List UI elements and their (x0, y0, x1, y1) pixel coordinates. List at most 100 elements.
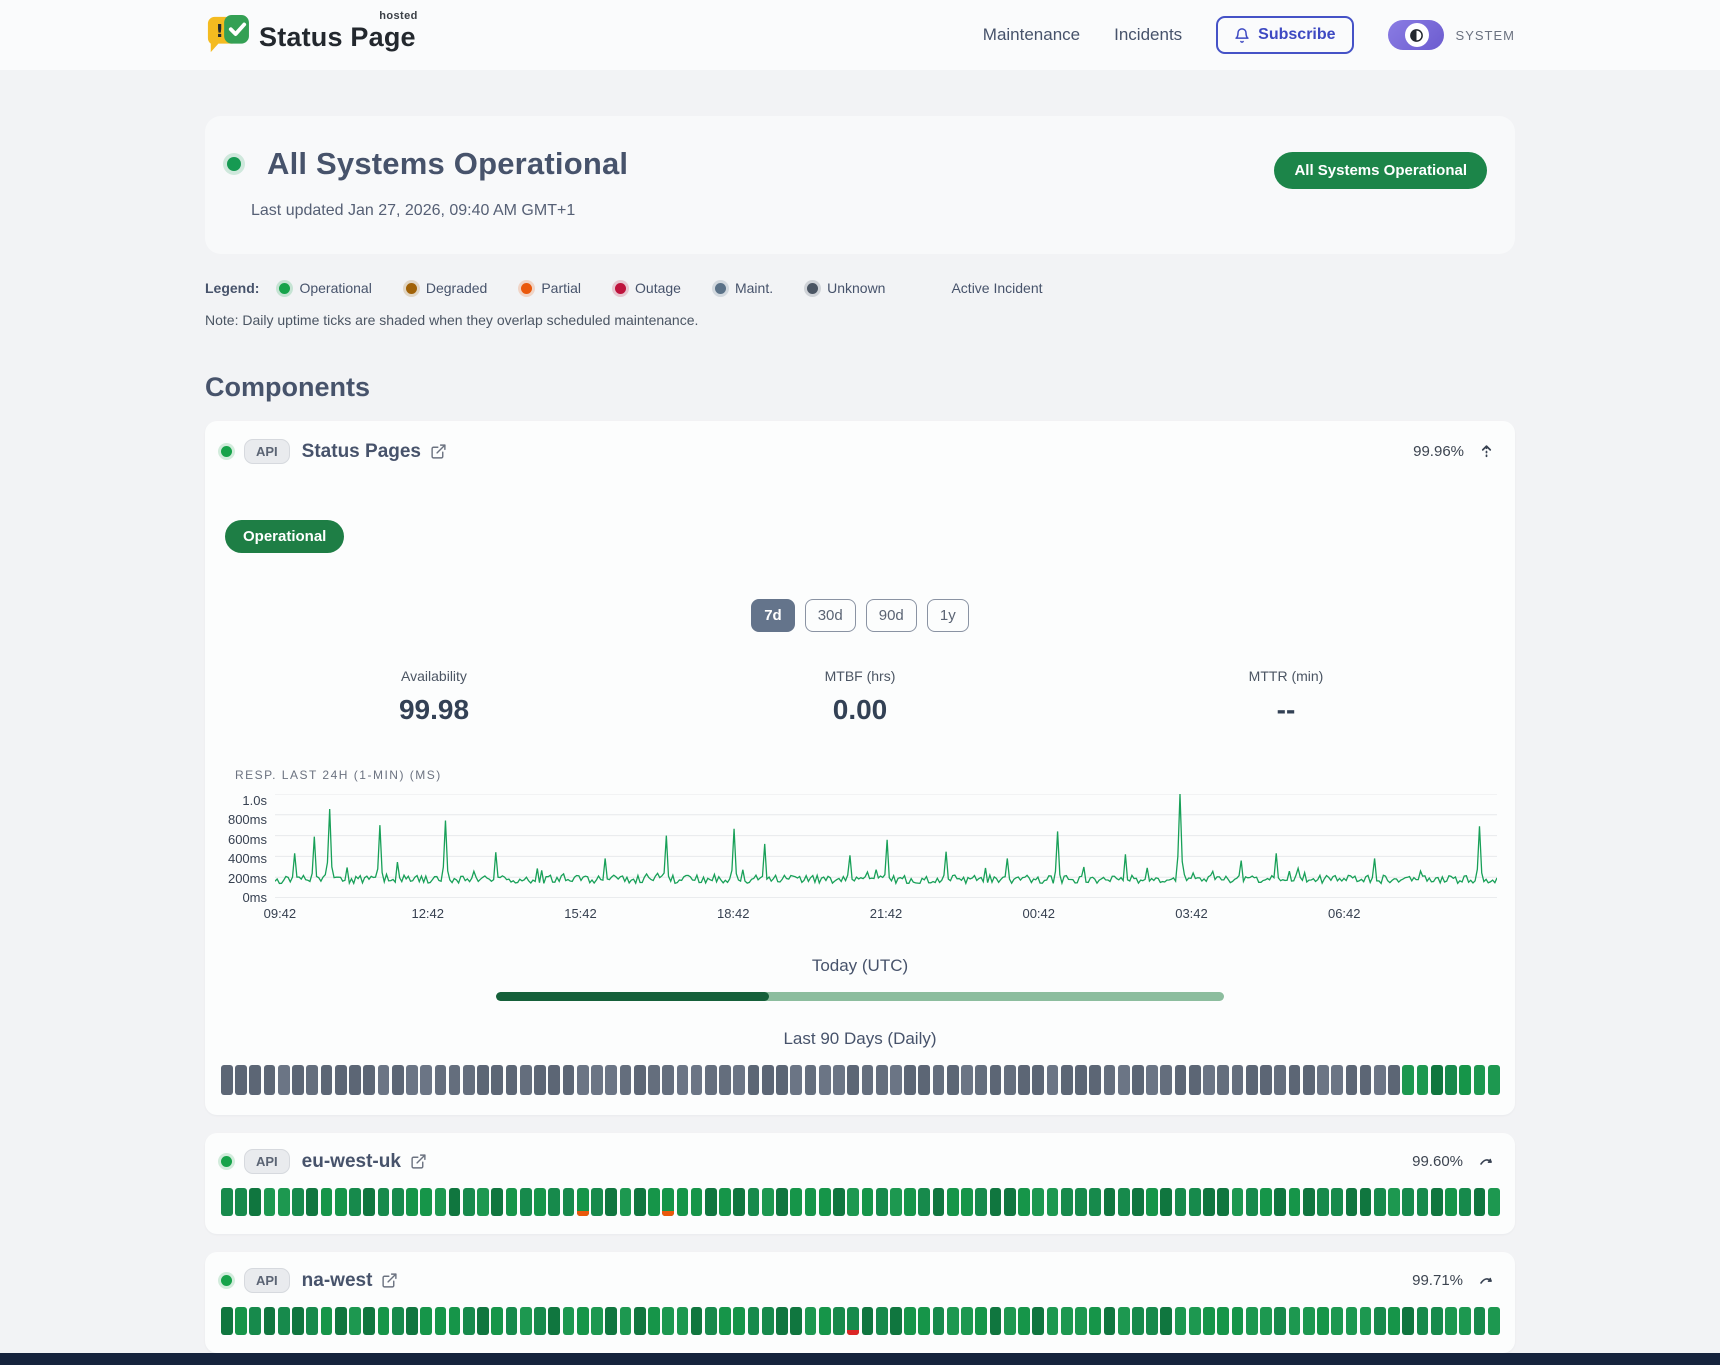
uptime-tick[interactable] (263, 1188, 276, 1216)
uptime-tick[interactable] (1302, 1188, 1315, 1216)
uptime-tick[interactable] (249, 1188, 262, 1216)
uptime-tick[interactable] (306, 1307, 319, 1335)
uptime-tick[interactable] (1317, 1065, 1329, 1095)
uptime-tick[interactable] (932, 1307, 945, 1335)
uptime-tick[interactable] (662, 1188, 674, 1216)
uptime-tick[interactable] (719, 1188, 731, 1216)
uptime-tick[interactable] (1274, 1307, 1287, 1335)
range-button-1y[interactable]: 1y (926, 599, 969, 632)
uptime-tick[interactable] (1174, 1065, 1187, 1095)
uptime-tick[interactable] (1089, 1188, 1102, 1216)
uptime-tick[interactable] (406, 1065, 418, 1095)
uptime-tick[interactable] (1487, 1307, 1500, 1335)
uptime-tick[interactable] (406, 1307, 418, 1335)
uptime-tick[interactable] (904, 1307, 916, 1335)
uptime-tick[interactable] (1430, 1065, 1443, 1095)
uptime-tick[interactable] (491, 1065, 504, 1095)
uptime-tick[interactable] (462, 1065, 475, 1095)
uptime-tick[interactable] (249, 1065, 262, 1095)
uptime-tick[interactable] (1317, 1307, 1329, 1335)
uptime-tick[interactable] (1075, 1065, 1087, 1095)
uptime-tick[interactable] (1188, 1307, 1201, 1335)
uptime-tick[interactable] (249, 1307, 262, 1335)
uptime-tick[interactable] (448, 1307, 461, 1335)
uptime-tick[interactable] (1260, 1065, 1272, 1095)
uptime-tick[interactable] (1132, 1307, 1144, 1335)
uptime-tick[interactable] (1487, 1188, 1500, 1216)
uptime-tick[interactable] (391, 1188, 404, 1216)
uptime-tick[interactable] (1018, 1188, 1030, 1216)
uptime-tick[interactable] (1003, 1188, 1016, 1216)
uptime-tick[interactable] (1388, 1307, 1400, 1335)
uptime-tick[interactable] (676, 1188, 689, 1216)
uptime-tick[interactable] (676, 1307, 689, 1335)
uptime-tick[interactable] (847, 1065, 860, 1095)
uptime-tick[interactable] (1046, 1188, 1059, 1216)
uptime-tick[interactable] (235, 1065, 247, 1095)
uptime-tick[interactable] (562, 1307, 575, 1335)
uptime-tick[interactable] (1430, 1188, 1443, 1216)
uptime-tick[interactable] (548, 1065, 561, 1095)
uptime-tick[interactable] (619, 1065, 632, 1095)
uptime-tick[interactable] (1060, 1188, 1073, 1216)
uptime-tick[interactable] (1231, 1188, 1244, 1216)
uptime-tick[interactable] (548, 1307, 561, 1335)
uptime-tick[interactable] (277, 1065, 290, 1095)
uptime-tick[interactable] (619, 1188, 632, 1216)
uptime-tick[interactable] (904, 1188, 916, 1216)
uptime-tick[interactable] (1388, 1188, 1400, 1216)
uptime-tick[interactable] (491, 1188, 504, 1216)
uptime-tick[interactable] (904, 1065, 916, 1095)
uptime-tick[interactable] (477, 1307, 489, 1335)
uptime-tick[interactable] (1046, 1065, 1059, 1095)
uptime-tick[interactable] (975, 1188, 988, 1216)
uptime-tick[interactable] (875, 1188, 888, 1216)
uptime-tick[interactable] (861, 1188, 874, 1216)
uptime-tick[interactable] (1231, 1065, 1244, 1095)
uptime-tick[interactable] (1160, 1065, 1173, 1095)
uptime-tick[interactable] (1260, 1307, 1272, 1335)
uptime-tick[interactable] (818, 1307, 831, 1335)
uptime-tick[interactable] (277, 1188, 290, 1216)
uptime-tick[interactable] (633, 1188, 646, 1216)
uptime-tick[interactable] (1345, 1065, 1358, 1095)
uptime-tick[interactable] (292, 1065, 304, 1095)
uptime-tick[interactable] (363, 1065, 376, 1095)
uptime-tick[interactable] (619, 1307, 632, 1335)
uptime-tick[interactable] (576, 1307, 589, 1335)
uptime-tick[interactable] (804, 1065, 817, 1095)
uptime-tick[interactable] (1245, 1307, 1258, 1335)
uptime-tick[interactable] (719, 1307, 731, 1335)
brand[interactable]: ! Status Page hosted (205, 10, 417, 56)
uptime-tick[interactable] (1032, 1188, 1045, 1216)
uptime-tick[interactable] (676, 1065, 689, 1095)
uptime-tick[interactable] (235, 1188, 247, 1216)
uptime-tick[interactable] (776, 1188, 788, 1216)
uptime-tick[interactable] (1416, 1065, 1429, 1095)
uptime-tick[interactable] (1331, 1307, 1344, 1335)
uptime-tick[interactable] (648, 1307, 660, 1335)
uptime-tick[interactable] (1487, 1065, 1500, 1095)
uptime-tick[interactable] (1132, 1065, 1144, 1095)
uptime-tick[interactable] (477, 1188, 489, 1216)
uptime-tick[interactable] (847, 1307, 860, 1335)
uptime-tick[interactable] (477, 1065, 489, 1095)
uptime-tick[interactable] (1089, 1065, 1102, 1095)
uptime-tick[interactable] (790, 1188, 803, 1216)
uptime-tick[interactable] (1274, 1188, 1287, 1216)
uptime-tick[interactable] (804, 1188, 817, 1216)
uptime-tick[interactable] (861, 1307, 874, 1335)
uptime-tick[interactable] (1430, 1307, 1443, 1335)
uptime-tick[interactable] (704, 1188, 717, 1216)
uptime-tick[interactable] (875, 1065, 888, 1095)
uptime-tick[interactable] (292, 1307, 304, 1335)
uptime-tick[interactable] (1217, 1065, 1230, 1095)
uptime-tick[interactable] (918, 1188, 931, 1216)
uptime-tick[interactable] (420, 1188, 433, 1216)
uptime-tick[interactable] (690, 1188, 703, 1216)
uptime-tick[interactable] (648, 1065, 660, 1095)
uptime-tick[interactable] (1203, 1188, 1215, 1216)
uptime-tick[interactable] (1345, 1307, 1358, 1335)
uptime-tick[interactable] (263, 1065, 276, 1095)
uptime-tick[interactable] (505, 1188, 518, 1216)
